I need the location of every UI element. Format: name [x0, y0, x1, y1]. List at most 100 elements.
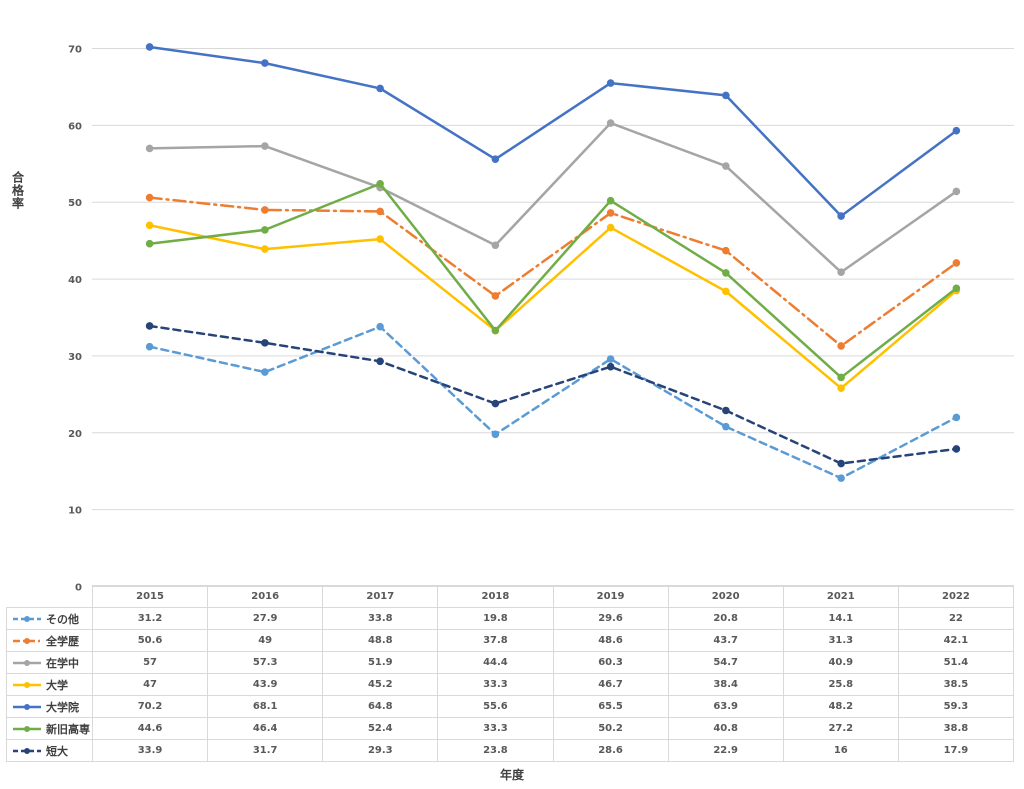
x-tick-label: 2021	[782, 585, 899, 608]
y-tick-label: 50	[68, 198, 82, 209]
series-line	[148, 325, 958, 480]
table-cell: 57.3	[207, 651, 324, 674]
legend-label: 大学	[46, 678, 68, 692]
table-cell: 29.3	[322, 739, 439, 762]
series-line	[148, 224, 958, 390]
x-tick-label: 2015	[91, 585, 209, 608]
table-cell: 44.6	[91, 717, 209, 740]
series-line	[148, 182, 958, 379]
x-tick-label: 2019	[552, 585, 669, 608]
data-point	[491, 155, 500, 163]
data-table-header: 2015 2016 2017 2018 2019 2020 2021 2022	[6, 585, 1015, 608]
data-point	[722, 406, 730, 415]
table-row: 在学中 57 57.3 51.9 44.4 60.3 54.7 40.9 51.4	[6, 651, 1015, 674]
data-point	[606, 355, 615, 363]
table-cell: 27.9	[207, 607, 324, 630]
data-point	[952, 445, 961, 453]
table-cell: 38.4	[667, 673, 784, 696]
y-tick-label: 10	[68, 506, 82, 517]
table-cell: 50.6	[91, 629, 209, 652]
data-point	[952, 126, 961, 135]
table-row: 全学歴 50.6 49 48.8 37.8 48.6 43.7 31.3 42.1	[6, 629, 1015, 652]
data-point	[606, 223, 615, 232]
table-row: 新旧高専 44.6 46.4 52.4 33.3 50.2 40.8 27.2 38.8	[6, 717, 1015, 740]
table-cell: 38.8	[897, 717, 1015, 740]
data-point	[261, 245, 269, 253]
y-tick-label: 60	[68, 121, 82, 132]
y-tick-label: 70	[68, 45, 82, 56]
data-point	[606, 119, 615, 127]
table-cell: 55.6	[437, 695, 554, 718]
table-cell: 22.9	[667, 739, 784, 762]
data-point	[261, 59, 269, 67]
x-tick-label: 2022	[897, 585, 1015, 608]
legend-key-icon	[13, 703, 41, 710]
legend-key-marker	[24, 681, 30, 688]
legend-key-marker	[24, 725, 30, 732]
legend-entry: 全学歴	[6, 629, 93, 652]
series-line	[148, 45, 958, 218]
table-cell: 31.2	[91, 607, 209, 630]
legend-key-icon	[13, 681, 41, 688]
data-point	[376, 84, 384, 93]
y-axis-title: 合格率	[10, 170, 25, 210]
y-tick-label: 40	[68, 275, 82, 286]
series-line	[148, 196, 958, 348]
table-cell: 50.2	[552, 717, 669, 740]
data-point	[145, 221, 154, 230]
data-point	[606, 209, 615, 217]
legend-label: 全学歴	[46, 634, 79, 648]
data-point	[145, 239, 154, 248]
table-cell: 59.3	[897, 695, 1015, 718]
series-line	[148, 121, 958, 274]
data-point	[491, 292, 500, 300]
table-cell: 14.1	[782, 607, 899, 630]
legend-key-marker	[24, 615, 30, 622]
table-cell: 23.8	[437, 739, 554, 762]
data-point	[376, 179, 384, 188]
data-point	[145, 342, 154, 351]
table-cell: 40.8	[667, 717, 784, 740]
legend-key-icon	[13, 659, 41, 666]
x-tick-label: 2017	[322, 585, 439, 608]
table-cell: 40.9	[782, 651, 899, 674]
data-point	[261, 206, 269, 214]
series-line	[148, 324, 958, 465]
data-point	[837, 474, 845, 482]
x-tick-label: 2018	[437, 585, 554, 608]
legend-label: 大学院	[46, 700, 79, 714]
data-point	[952, 413, 961, 422]
table-cell: 33.8	[322, 607, 439, 630]
data-point	[376, 357, 384, 366]
data-point	[491, 326, 500, 335]
y-tick-label: 20	[68, 429, 82, 440]
table-cell: 54.7	[667, 651, 784, 674]
table-cell: 49	[207, 629, 324, 652]
data-point	[606, 79, 615, 87]
legend-key-marker	[24, 637, 30, 644]
table-cell: 44.4	[437, 651, 554, 674]
table-cell: 46.4	[207, 717, 324, 740]
table-cell: 48.6	[552, 629, 669, 652]
table-cell: 25.8	[782, 673, 899, 696]
table-cell: 38.5	[897, 673, 1015, 696]
table-row: 大学 47 43.9 45.2 33.3 46.7 38.4 25.8 38.5	[6, 673, 1015, 696]
data-table-body: その他 31.2 27.9 33.8 19.8 29.6 20.8 14.1 22 全学歴 50.6…	[6, 607, 1015, 762]
table-cell: 52.4	[322, 717, 439, 740]
table-cell: 28.6	[552, 739, 669, 762]
data-point	[145, 43, 154, 51]
legend-key-icon	[13, 747, 41, 754]
table-row: 大学院 70.2 68.1 64.8 55.6 65.5 63.9 48.2 59.3	[6, 695, 1015, 718]
data-point	[837, 212, 845, 220]
data-point	[145, 144, 154, 153]
data-point	[145, 322, 154, 330]
table-cell: 48.8	[322, 629, 439, 652]
data-point	[952, 259, 961, 267]
data-point	[376, 207, 384, 216]
data-point	[722, 269, 730, 277]
table-cell: 47	[91, 673, 209, 696]
legend-entry: 新旧高専	[6, 717, 93, 740]
data-point	[952, 187, 961, 196]
data-point	[491, 241, 500, 250]
